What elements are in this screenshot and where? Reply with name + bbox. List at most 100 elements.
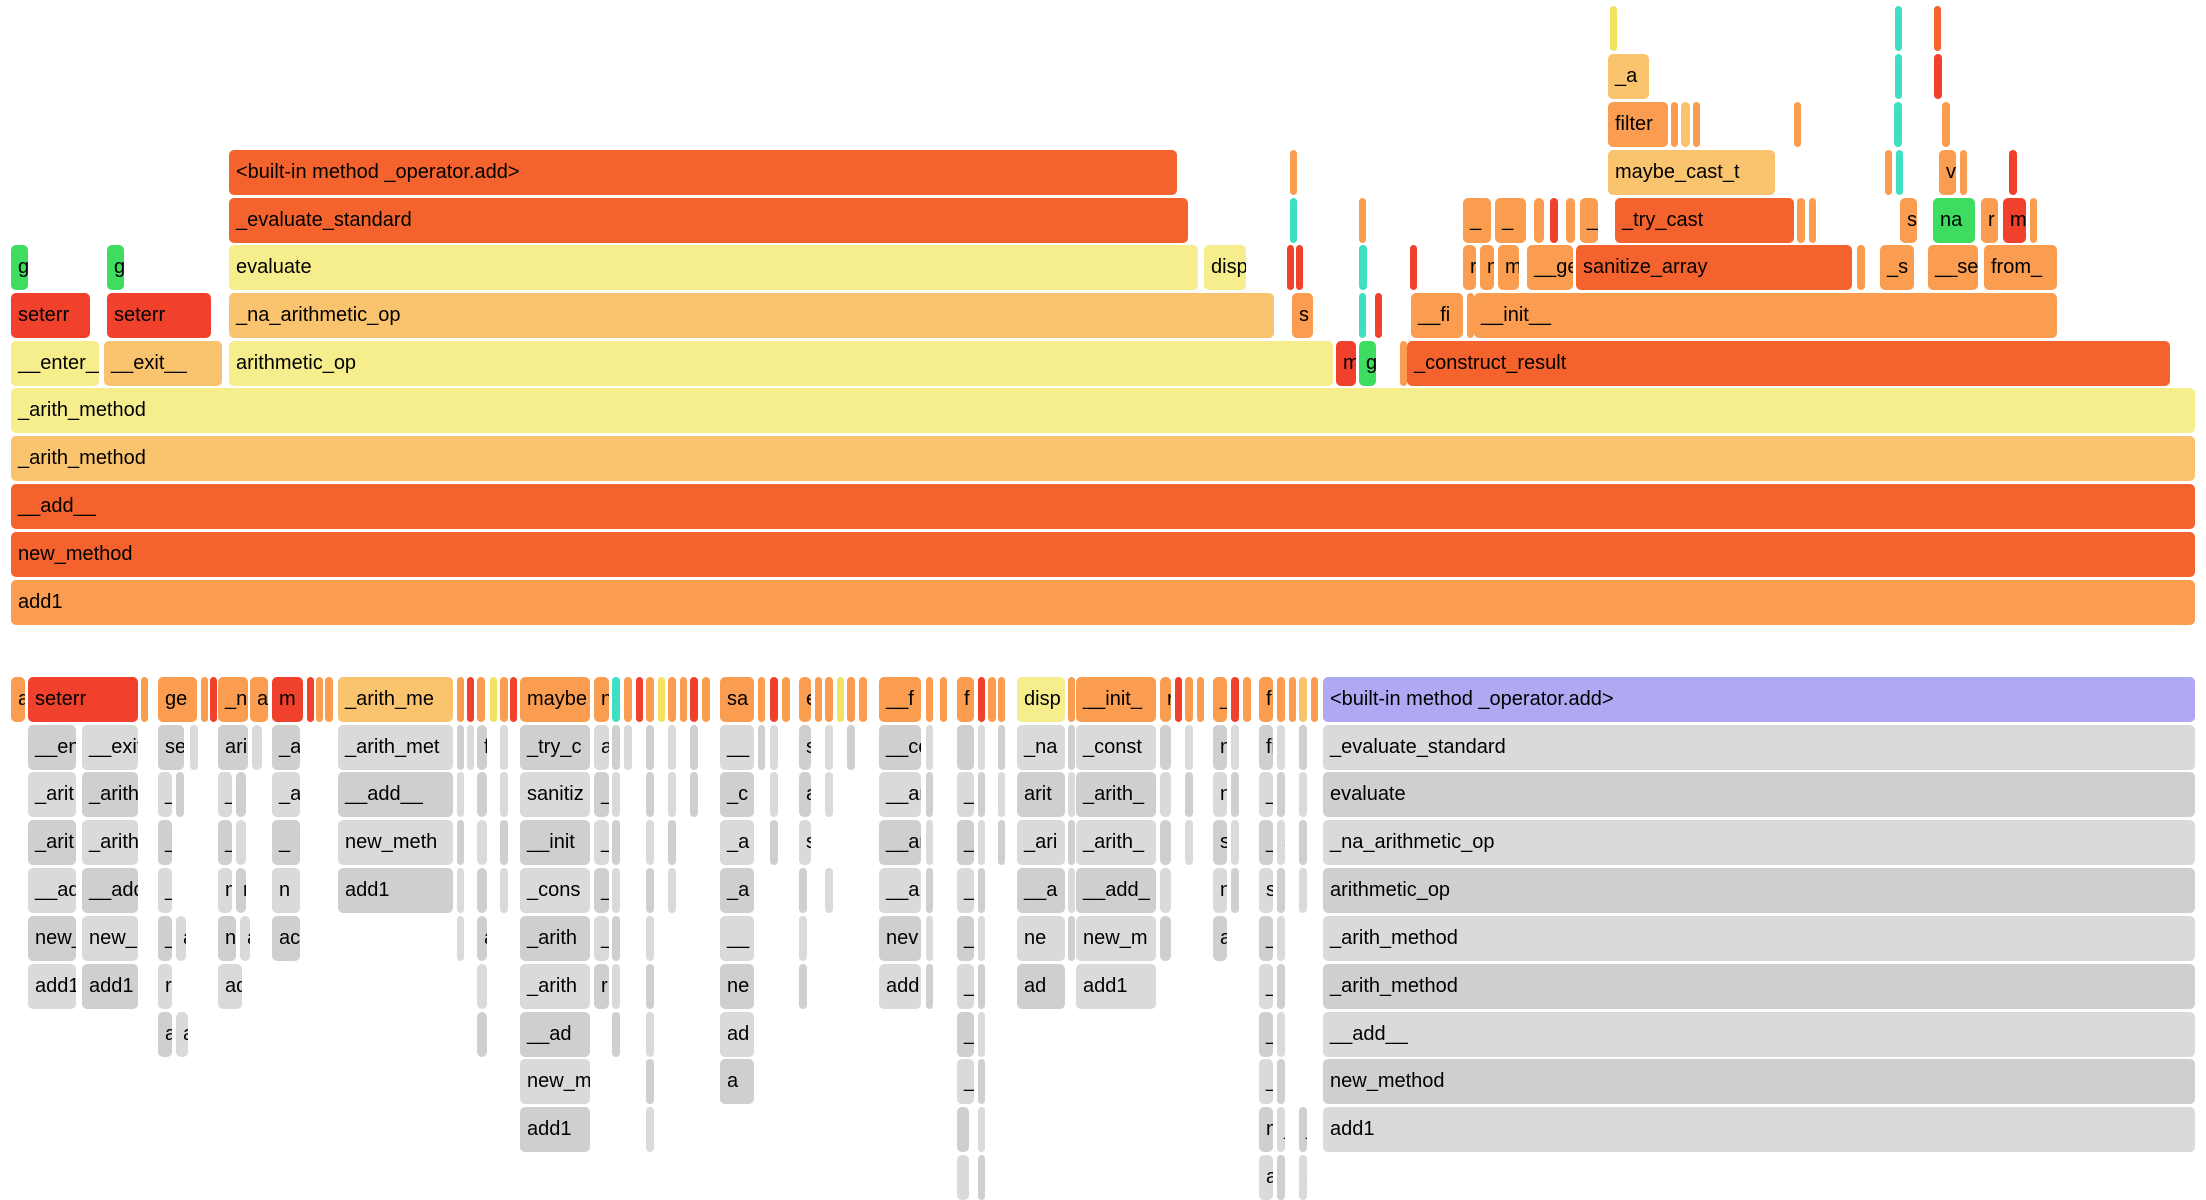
frame-sliver[interactable] [940, 677, 947, 722]
frame-n[interactable]: n [1213, 868, 1227, 913]
frame-ne[interactable]: ne [720, 964, 754, 1009]
frame-sliver[interactable] [1277, 725, 1285, 770]
frame-sliver[interactable] [978, 916, 985, 961]
frame-se[interactable]: se [158, 725, 184, 770]
frame-sliver[interactable] [646, 916, 654, 961]
frame-sliver[interactable] [1175, 677, 1182, 722]
frame-_arith_method[interactable]: _arith_method [1323, 964, 2195, 1009]
frame-_ari[interactable]: _ari [1017, 820, 1065, 865]
frame-sliver[interactable] [1359, 293, 1366, 338]
frame-sliver[interactable] [926, 772, 933, 817]
frame-_arith_[interactable]: _arith_ [82, 820, 138, 865]
frame-sliver[interactable] [690, 772, 698, 817]
frame-__add__[interactable]: __add__ [338, 772, 453, 817]
frame-_arith_me[interactable]: _arith_me [338, 677, 453, 722]
frame-sliver[interactable] [702, 677, 710, 722]
frame-sliver[interactable] [477, 820, 487, 865]
frame-sliver[interactable] [926, 725, 933, 770]
frame-sliver[interactable] [690, 725, 698, 770]
frame-sliver[interactable] [799, 964, 807, 1009]
frame-n[interactable]: n [218, 868, 232, 913]
frame-sliver[interactable] [457, 677, 464, 722]
frame-sliver[interactable] [477, 677, 485, 722]
frame-ac[interactable]: ac [272, 916, 300, 961]
frame-a[interactable]: a [176, 1012, 188, 1057]
frame-sliver[interactable] [2009, 150, 2017, 195]
frame-f[interactable]: f [957, 677, 974, 722]
frame-sliver[interactable] [926, 916, 933, 961]
frame-sliver[interactable] [1231, 677, 1239, 722]
frame-n[interactable]: n [1259, 1107, 1273, 1152]
frame-sliver[interactable] [500, 677, 508, 722]
frame-sliver[interactable] [1857, 245, 1865, 290]
frame-_[interactable]: _ [1259, 916, 1273, 961]
frame-sliver[interactable] [690, 677, 698, 722]
frame-__[interactable]: __ [720, 725, 754, 770]
frame-r[interactable]: r [1160, 677, 1171, 722]
frame-sliver[interactable] [1185, 820, 1193, 865]
frame-__f[interactable]: __f [879, 677, 921, 722]
frame-sliver[interactable] [1287, 245, 1294, 290]
frame-sliver[interactable] [1809, 198, 1816, 243]
frame-fi[interactable]: fi [1259, 725, 1273, 770]
frame-sliver[interactable] [1960, 150, 1967, 195]
frame-sliver[interactable] [477, 868, 487, 913]
frame-sliver[interactable] [646, 677, 654, 722]
frame-ge[interactable]: ge [158, 677, 197, 722]
frame-sliver[interactable] [1231, 725, 1239, 770]
frame-sliver[interactable] [1068, 820, 1075, 865]
frame-_[interactable]: _ [1259, 820, 1273, 865]
frame-sliver[interactable] [988, 677, 996, 722]
frame-_try_c[interactable]: _try_c [520, 725, 590, 770]
frame-sliver[interactable] [612, 868, 620, 913]
frame-_n[interactable]: _n [218, 677, 248, 722]
frame-sliver[interactable] [1068, 772, 1075, 817]
frame-a[interactable]: a [176, 916, 186, 961]
frame-sliver[interactable] [1160, 772, 1171, 817]
frame-sliver[interactable] [1550, 198, 1558, 243]
frame-sliver[interactable] [847, 725, 855, 770]
frame-sliver[interactable] [636, 677, 643, 722]
frame-sliver[interactable] [658, 677, 665, 722]
frame-_[interactable]: _ [594, 772, 609, 817]
frame-_arith_[interactable]: _arith_ [1076, 820, 1156, 865]
frame-_arith[interactable]: _arith [520, 916, 590, 961]
frame-_[interactable]: _ [158, 772, 172, 817]
frame-__ar[interactable]: __ar [879, 820, 921, 865]
frame-sliver[interactable] [957, 1155, 969, 1200]
frame-_arith_method[interactable]: _arith_method [1323, 916, 2195, 961]
frame-sliver[interactable] [646, 772, 654, 817]
frame-_[interactable]: _ [957, 916, 974, 961]
frame-g[interactable]: g [11, 245, 28, 290]
frame-sliver[interactable] [190, 725, 198, 770]
frame-sliver[interactable] [1610, 6, 1617, 51]
frame-sliver[interactable] [646, 820, 654, 865]
frame-_[interactable]: _ [1495, 198, 1526, 243]
frame-_arith_[interactable]: _arith_ [82, 772, 138, 817]
frame-seterr[interactable]: seterr [28, 677, 138, 722]
frame-__init[interactable]: __init [520, 820, 590, 865]
frame-a[interactable]: a [250, 677, 268, 722]
frame-_[interactable]: _ [158, 916, 172, 961]
frame-sliver[interactable] [612, 820, 620, 865]
frame-sliver[interactable] [477, 772, 487, 817]
frame-sliver[interactable] [624, 677, 632, 722]
frame-e[interactable]: e [799, 677, 811, 722]
frame-__ad[interactable]: __ad [520, 1012, 590, 1057]
frame-n[interactable]: n [594, 677, 609, 722]
frame-_[interactable]: _ [957, 1012, 974, 1057]
frame-sliver[interactable] [1185, 725, 1193, 770]
frame-sliver[interactable] [457, 868, 464, 913]
frame-_a[interactable]: _a [720, 820, 754, 865]
frame-sliver[interactable] [1359, 198, 1366, 243]
frame-_[interactable]: _ [1259, 964, 1273, 1009]
frame-sliver[interactable] [646, 1012, 654, 1057]
frame-r[interactable]: r [594, 964, 609, 1009]
frame-n[interactable]: n [1213, 772, 1227, 817]
frame-_[interactable]: _ [1259, 1012, 1273, 1057]
frame-sliver[interactable] [1160, 820, 1171, 865]
frame-sliver[interactable] [1068, 916, 1075, 961]
frame-arithmetic_op[interactable]: arithmetic_op [1323, 868, 2195, 913]
frame-_[interactable]: _ [957, 964, 974, 1009]
frame-sliver[interactable] [998, 772, 1005, 817]
